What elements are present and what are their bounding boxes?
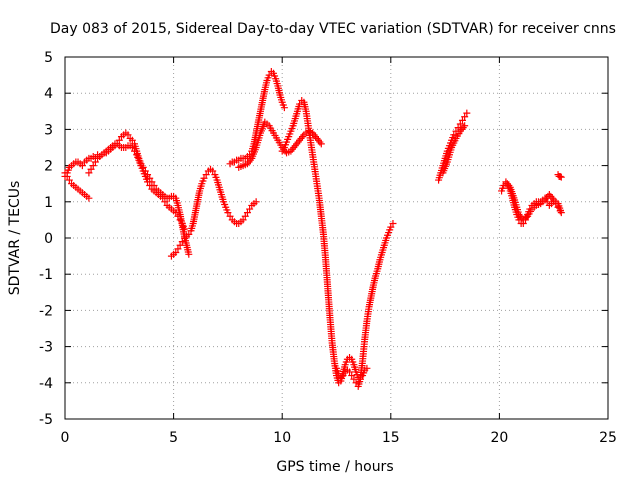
data-point	[557, 209, 565, 217]
data-point	[241, 212, 249, 220]
data-point	[350, 375, 358, 383]
data-point	[557, 173, 565, 181]
data-point	[174, 212, 182, 220]
data-point	[185, 230, 193, 238]
y-tick-label: 3	[44, 122, 53, 138]
data-point	[178, 238, 186, 246]
data-point	[128, 144, 136, 151]
data-point	[61, 169, 69, 177]
data-point	[389, 220, 397, 228]
data-point	[200, 174, 208, 182]
x-axis-label: GPS time / hours	[276, 459, 393, 475]
data-point	[265, 71, 273, 79]
data-point	[131, 147, 139, 155]
data-point	[346, 368, 354, 376]
y-tick-label: -2	[39, 303, 53, 319]
x-tick-label: 15	[382, 430, 400, 446]
y-tick-label: -3	[39, 340, 53, 356]
data-point	[85, 169, 93, 177]
data-point	[124, 131, 132, 139]
data-points	[61, 67, 565, 390]
data-point	[146, 182, 154, 190]
data-point	[224, 209, 232, 217]
data-point	[461, 122, 469, 130]
data-point	[280, 104, 288, 112]
y-tick-label: -4	[39, 376, 53, 392]
x-tick-label: 5	[169, 430, 178, 446]
data-point	[65, 176, 73, 184]
data-point	[161, 198, 169, 206]
data-point	[180, 225, 188, 233]
y-tick-label: -1	[39, 267, 53, 283]
plot-frame	[64, 56, 609, 420]
data-point	[78, 162, 86, 170]
data-point	[185, 250, 193, 258]
data-point	[202, 171, 210, 179]
data-point	[89, 162, 97, 170]
data-point	[104, 147, 112, 155]
data-point	[317, 140, 325, 148]
data-point	[246, 205, 254, 213]
x-tick-label: 20	[490, 430, 508, 446]
data-point	[339, 372, 347, 380]
data-point	[87, 165, 95, 173]
grid-lines	[65, 57, 608, 419]
y-tick-label: 0	[44, 231, 53, 247]
axis-ticks: 0 5 10 15 20 25 -5 -4 -3 -2 -1 0 1 2 3 4 5	[39, 50, 617, 446]
data-point	[63, 172, 71, 180]
data-point	[239, 216, 247, 224]
data-point	[128, 136, 136, 144]
x-tick-label: 25	[599, 430, 617, 446]
y-tick-label: 4	[44, 86, 53, 102]
chart-title: Day 083 of 2015, Sidereal Day-to-day VTE…	[50, 21, 616, 37]
data-point	[176, 216, 184, 224]
data-point	[278, 147, 286, 155]
data-point	[172, 248, 180, 256]
data-point	[463, 109, 471, 117]
y-tick-label: 2	[44, 159, 53, 175]
data-point	[246, 151, 254, 159]
data-point	[172, 209, 180, 217]
y-tick-label: 1	[44, 195, 53, 211]
data-point	[252, 198, 260, 206]
data-point	[348, 372, 356, 380]
data-point	[556, 172, 564, 180]
data-point	[461, 113, 469, 121]
data-point	[458, 116, 466, 124]
data-point	[335, 370, 343, 378]
x-tick-label: 0	[61, 430, 70, 446]
data-point	[85, 194, 93, 202]
data-point	[91, 158, 99, 166]
y-tick-label: 5	[44, 50, 53, 66]
data-point	[209, 167, 217, 175]
y-axis-label: SDTVAR / TECUs	[7, 181, 23, 296]
data-point	[243, 209, 251, 217]
x-tick-label: 10	[273, 430, 291, 446]
data-point	[146, 174, 154, 182]
data-point	[144, 178, 152, 186]
data-point	[176, 241, 184, 249]
data-point	[456, 120, 464, 128]
data-point	[450, 131, 458, 139]
data-point	[226, 212, 234, 220]
data-point	[159, 194, 167, 202]
data-point	[174, 245, 182, 253]
data-point	[387, 223, 395, 231]
y-tick-label: -5	[39, 412, 53, 428]
